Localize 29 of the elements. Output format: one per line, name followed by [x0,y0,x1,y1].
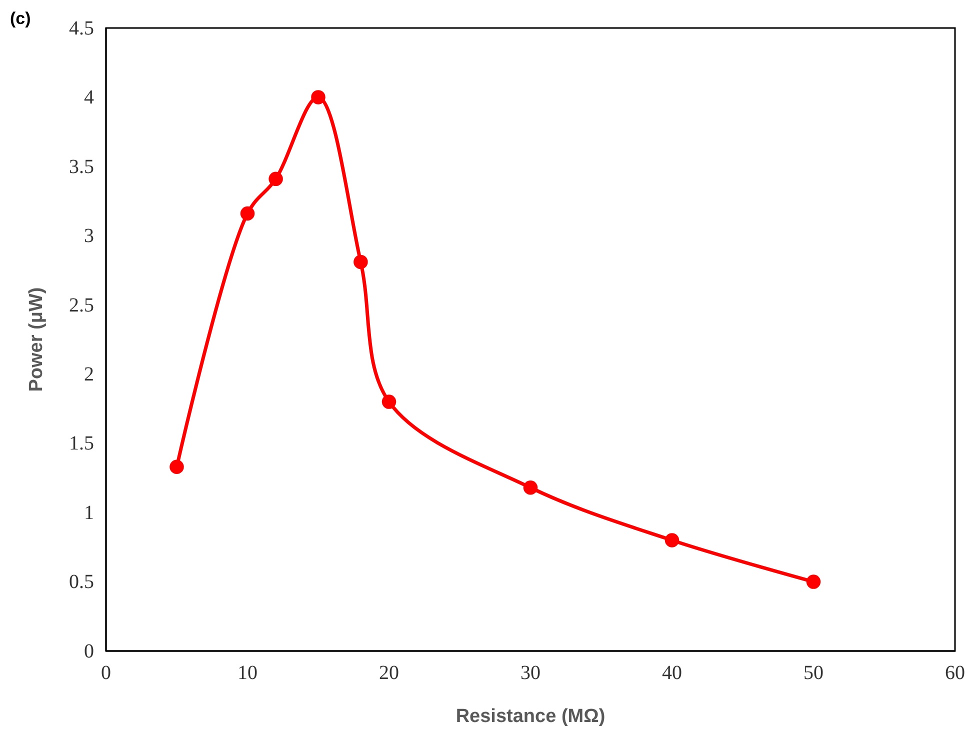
point [268,172,283,186]
x-axis-title: Resistance (MΩ) [456,706,606,727]
text: (c) [10,9,31,28]
y-tick-label: 4 [84,86,94,109]
point [664,533,680,548]
x-tick-label: 40 [662,662,682,684]
x-tick-label: 0 [101,662,111,684]
y-axis-title: Power (μW) [26,287,47,392]
y-tick-label: 0 [84,640,94,662]
point [240,206,255,221]
y-tick-label: 3.5 [69,156,94,178]
point [311,90,326,104]
point [806,574,821,589]
y-tick-label: 0.5 [69,571,94,594]
y-tick-label: 2 [84,364,94,386]
x-tick-label: 50 [804,662,824,684]
y-tick-label: 4.5 [69,17,94,40]
point [523,480,538,495]
point [170,460,184,474]
point [354,254,368,270]
y-tick-label: 2.5 [69,294,94,316]
y-tick-label: 1 [84,502,94,524]
y-tick-label: 1.5 [69,432,94,455]
x-tick-label: 60 [945,662,965,684]
x-tick-label: 30 [520,662,540,684]
y-tick-label: 3 [84,225,94,248]
x-tick-label: 10 [238,662,258,684]
point [382,394,396,409]
x-tick-label: 20 [379,662,399,684]
